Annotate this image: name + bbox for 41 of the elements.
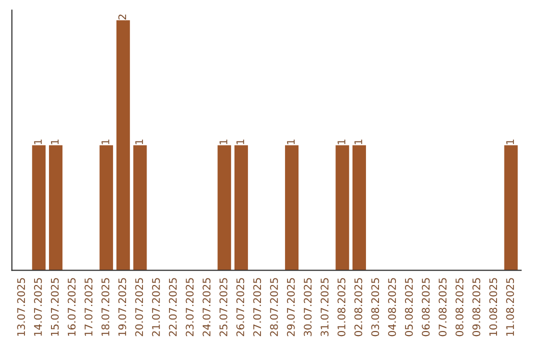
data-label: 1 <box>236 140 244 144</box>
x-tick-label: 01.08.2025 <box>338 278 346 336</box>
x-tick-label: 29.07.2025 <box>286 278 295 336</box>
x-tick-label: 25.07.2025 <box>219 278 228 336</box>
x-tick-label: 22.07.2025 <box>168 278 177 336</box>
data-label: 1 <box>135 140 143 144</box>
x-tick-label: 31.07.2025 <box>320 278 329 336</box>
data-label: 1 <box>287 140 295 144</box>
x-tick-label: 30.07.2025 <box>304 278 312 336</box>
x-tick-label: 18.07.2025 <box>101 278 110 336</box>
x-tick-label: 26.07.2025 <box>236 278 244 336</box>
data-label: 2 <box>118 14 126 20</box>
x-tick-label: 24.07.2025 <box>202 278 210 336</box>
data-label: 1 <box>354 140 362 144</box>
x-tick-label: 14.07.2025 <box>34 278 42 336</box>
x-tick-label: 08.08.2025 <box>456 278 464 336</box>
data-label: 1 <box>338 140 346 144</box>
x-tick-label: 15.07.2025 <box>50 278 59 336</box>
x-tick-label: 03.08.2025 <box>371 278 380 336</box>
x-tick-label: 02.08.2025 <box>354 278 362 336</box>
x-tick-label: 06.08.2025 <box>422 278 430 336</box>
data-label: 1 <box>34 140 42 144</box>
x-tick-label: 20.07.2025 <box>135 278 144 336</box>
x-tick-label: 10.08.2025 <box>489 278 498 336</box>
x-tick-label: 11.08.2025 <box>506 278 514 336</box>
data-label: 1 <box>220 140 228 144</box>
x-tick-label: 13.07.2025 <box>17 278 26 336</box>
x-tick-label: 07.08.2025 <box>438 278 447 336</box>
x-tick-label: 16.07.2025 <box>68 278 76 336</box>
data-label: 1 <box>102 140 110 144</box>
x-tick-label: 17.07.2025 <box>84 278 92 336</box>
x-tick-label: 28.07.2025 <box>270 278 278 336</box>
x-tick-label: 05.08.2025 <box>404 278 413 336</box>
data-label: 1 <box>51 140 59 144</box>
x-tick-label: 04.08.2025 <box>388 278 396 336</box>
x-tick-label: 23.07.2025 <box>186 278 194 336</box>
x-tick-label: 09.08.2025 <box>472 278 480 336</box>
x-tick-label: 27.07.2025 <box>253 278 262 336</box>
data-label: 1 <box>506 140 514 144</box>
x-tick-label: 21.07.2025 <box>152 278 160 336</box>
x-tick-label: 19.07.2025 <box>118 278 126 336</box>
